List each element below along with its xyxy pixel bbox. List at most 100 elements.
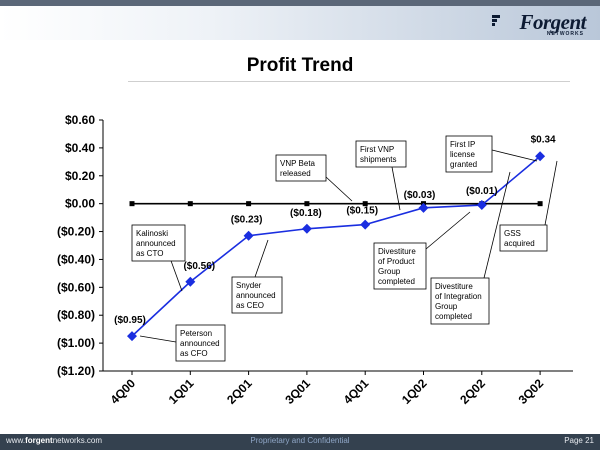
forgent-logo: Forgent NETWORKS: [490, 10, 586, 38]
zero-line-marker: [304, 201, 310, 207]
annotation-text: as CTO: [136, 249, 163, 258]
y-tick-label: $0.60: [65, 113, 95, 127]
y-tick-label: $0.20: [65, 169, 95, 183]
profit-point: [360, 219, 371, 230]
annotation-leader-line: [483, 171, 511, 279]
x-tick-label: 2Q01: [224, 376, 255, 407]
annotation-leader-line: [139, 335, 177, 343]
annotation-text: announced: [136, 239, 176, 248]
zero-line-marker: [246, 201, 252, 207]
data-label: $0.34: [531, 134, 556, 145]
footer-confidential: Proprietary and Confidential: [250, 436, 350, 445]
footer-page-number: Page 21: [564, 436, 594, 445]
annotation-text: as CEO: [236, 301, 264, 310]
top-bar: [0, 0, 600, 6]
annotation-leader-line: [254, 239, 269, 278]
annotation-box-frame: [131, 224, 186, 262]
profit-point: [243, 230, 254, 241]
annotation-text: announced: [236, 291, 276, 300]
annotation-box-frame: [275, 154, 327, 182]
annotation-box-frame: [430, 277, 490, 325]
logo-mark-icon: [492, 15, 500, 26]
x-tick-label: 4Q01: [341, 376, 372, 407]
annotation-text: VNP Beta: [280, 159, 316, 168]
annotation-text: Peterson: [180, 329, 212, 338]
data-label: ($0.56): [183, 261, 215, 272]
profit-point: [476, 200, 487, 211]
annotation-text: license: [450, 150, 475, 159]
data-label: ($0.18): [290, 208, 322, 219]
annotation-leader-line: [391, 166, 401, 211]
footer-website[interactable]: www.forgentnetworks.com: [6, 436, 103, 445]
x-tick-label: 4Q00: [107, 376, 138, 407]
zero-line-marker: [187, 201, 193, 207]
annotation-text: GSS: [504, 229, 521, 238]
y-tick-label: $0.40: [65, 141, 95, 155]
profit-trend-chart: $0.60 $0.40 $0.20 $0.00 ($0.20) ($0.40) ($0.60…: [57, 113, 573, 407]
annotation-text: completed: [378, 277, 415, 286]
y-tick-label: ($1.00): [57, 336, 95, 350]
profit-point: [301, 223, 312, 234]
annotation-box-frame: [355, 140, 407, 168]
profit-series-line: [131, 155, 541, 337]
zero-line-marker: [362, 201, 368, 207]
annotation-text: First VNP: [360, 145, 394, 154]
annotation-box-frame: [373, 242, 427, 290]
annotation-text: shipments: [360, 155, 396, 164]
annotation-leader-line: [491, 149, 538, 162]
title-divider: [128, 81, 570, 82]
data-label: ($0.15): [346, 206, 378, 217]
data-label: ($0.23): [231, 215, 263, 226]
y-tick-label: ($0.20): [57, 225, 95, 239]
annotation-text: acquired: [504, 239, 535, 248]
annotation-text: First IP: [450, 140, 475, 149]
x-tick-label: 1Q02: [399, 376, 430, 407]
annotation-text: Divestiture: [378, 247, 416, 256]
annotation-text: of Product: [378, 257, 415, 266]
annotation-text: released: [280, 169, 311, 178]
profit-point: [418, 202, 429, 213]
zero-line-marker: [537, 201, 543, 207]
annotation-box-frame: [175, 324, 226, 362]
profit-point: [535, 151, 546, 162]
header-band: [0, 6, 600, 40]
annotation-text: granted: [450, 160, 477, 169]
x-tick-label: 2Q02: [457, 376, 488, 407]
annotation-text: completed: [435, 312, 472, 321]
profit-point: [127, 331, 137, 342]
footer-bar: www.forgentnetworks.com Proprietary and …: [0, 434, 600, 450]
data-label: ($0.95): [114, 315, 146, 326]
annotation-box-frame: [445, 135, 493, 173]
y-tick-label: ($0.40): [57, 252, 95, 266]
annotation-box-frame: [231, 276, 283, 314]
annotation-text: Snyder: [236, 281, 262, 290]
annotation-text: Group: [378, 267, 401, 276]
annotation-text: Group: [435, 302, 458, 311]
logo-subtext: NETWORKS: [546, 31, 584, 37]
annotation-text: of Integration: [435, 292, 482, 301]
annotation-leader-line: [544, 160, 558, 226]
x-tick-label: 3Q02: [516, 376, 547, 407]
annotation-leader-line: [425, 211, 471, 250]
x-tick-label: 1Q01: [166, 376, 197, 407]
data-label: ($0.01): [466, 186, 498, 197]
annotation-box-frame: [499, 224, 548, 252]
y-tick-label: $0.00: [65, 197, 95, 211]
zero-line-marker: [129, 201, 135, 207]
annotation-text: Kalinoski: [136, 229, 168, 238]
profit-point: [185, 276, 196, 287]
data-label: ($0.03): [404, 190, 436, 201]
annotation-leader-line: [169, 257, 183, 292]
annotation-text: announced: [180, 339, 220, 348]
x-tick-label: 3Q01: [282, 376, 313, 407]
annotation-text: as CFO: [180, 349, 208, 358]
y-tick-label: ($1.20): [57, 364, 95, 378]
page-title: Profit Trend: [246, 55, 354, 76]
